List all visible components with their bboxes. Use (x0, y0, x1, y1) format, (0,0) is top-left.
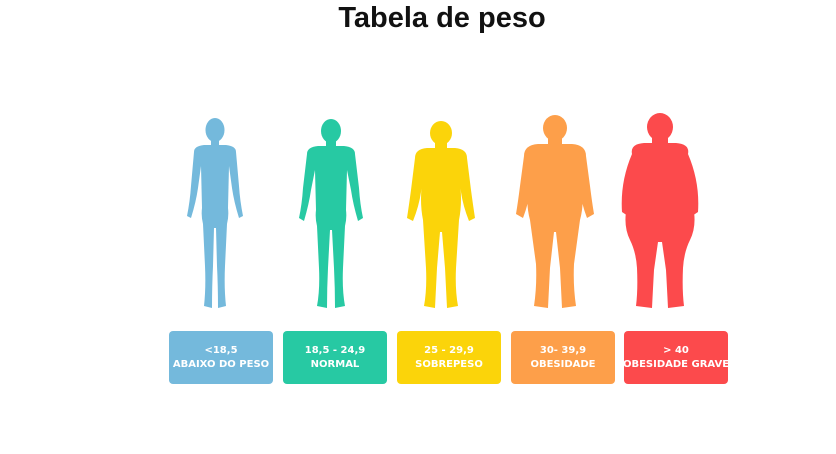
category-name: OBESIDADE (530, 358, 596, 370)
category-name: SOBREPESO (415, 358, 483, 370)
category-label-underweight: <18,5 ABAIXO DO PESO (169, 331, 273, 384)
category-label-severely-obese: > 40 OBESIDADE GRAVE (622, 331, 730, 384)
page-title: Tabela de peso (338, 2, 546, 34)
normal-body-silhouette-icon (299, 119, 363, 308)
category-range: <18,5 (204, 344, 238, 356)
category-label-obese: 30- 39,9 OBESIDADE (511, 331, 615, 384)
category-range: 25 - 29,9 (424, 344, 474, 356)
category-label-overweight: 25 - 29,9 SOBREPESO (397, 331, 501, 384)
overweight-body-silhouette-icon (407, 121, 475, 308)
category-range: 18,5 - 24,9 (304, 344, 366, 356)
category-name: ABAIXO DO PESO (172, 358, 270, 370)
category-name: OBESIDADE GRAVE (622, 358, 730, 370)
severely-obese-body-silhouette-icon (621, 113, 699, 308)
thin-body-silhouette-icon (187, 118, 243, 308)
obese-body-silhouette-icon (516, 115, 594, 308)
category-range: 30- 39,9 (539, 344, 587, 356)
category-range: > 40 (663, 344, 689, 356)
category-label-normal: 18,5 - 24,9 NORMAL (283, 331, 387, 384)
category-name: NORMAL (310, 358, 360, 370)
